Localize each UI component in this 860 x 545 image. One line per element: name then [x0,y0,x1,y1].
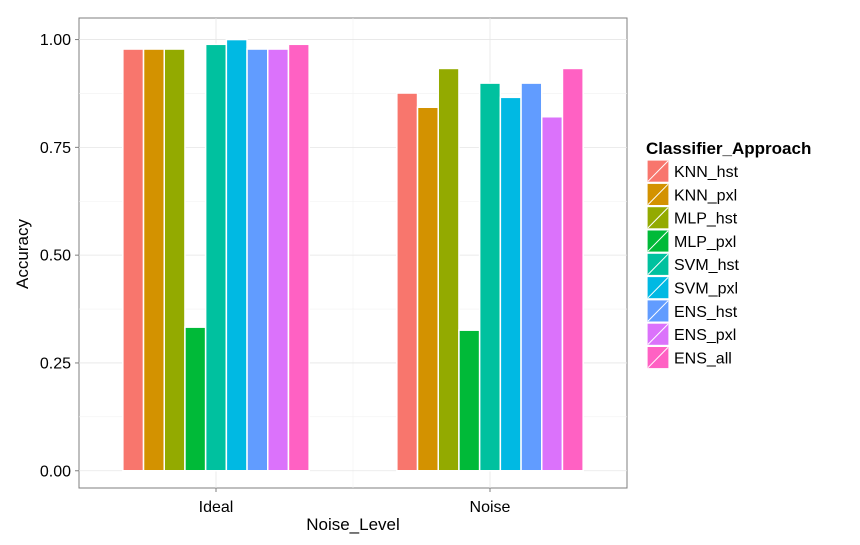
bar-ens-pxl-ideal [267,48,290,472]
bar-knn-hst-ideal [122,48,145,472]
bar-ens-pxl-noise [541,115,564,472]
bar-knn-pxl-ideal [142,48,165,472]
bars [122,38,584,472]
y-tick-label: 1.00 [40,32,71,49]
legend-key-mlp-pxl: MLP_pxl [646,229,736,253]
legend-key-mlp-hst: MLP_hst [646,206,738,230]
legend-label: ENS_all [674,350,732,367]
legend-swatch-slash [647,347,669,369]
y-tick-label: 0.00 [40,463,71,480]
legend-label: ENS_hst [674,304,738,321]
legend: KNN_hst KNN_pxl MLP_hst MLP_pxl SVM_hst SVM_p… [646,159,739,370]
legend-title: Classifier_Approach [646,139,811,158]
legend-swatch-slash [647,183,669,205]
legend-label: MLP_hst [674,211,738,228]
legend-key-svm-hst: SVM_hst [646,252,739,277]
bar-mlp-pxl-ideal [184,326,207,472]
y-tick-label: 0.75 [40,140,71,157]
legend-key-ens-hst: ENS_hst [646,299,738,323]
bar-ens-all-noise [561,67,584,472]
bar-knn-hst-noise [396,92,419,472]
bar-svm-pxl-ideal [225,38,248,472]
legend-key-svm-pxl: SVM_pxl [646,275,738,300]
x-tick-label: Ideal [199,499,234,516]
legend-label: SVM_hst [674,257,739,274]
x-axis-title: Noise_Level [306,515,400,534]
legend-swatch-slash [647,277,669,299]
bar-knn-pxl-noise [416,106,439,472]
bar-svm-hst-noise [478,82,502,472]
legend-swatch-slash [647,160,669,182]
legend-label: ENS_pxl [674,327,736,344]
legend-label: KNN_pxl [674,187,737,204]
legend-key-ens-pxl: ENS_pxl [646,322,736,347]
legend-label: KNN_hst [674,164,739,181]
bar-ens-hst-ideal [246,48,269,472]
x-tick-label: Noise [470,499,511,516]
legend-key-knn-pxl: KNN_pxl [646,182,737,207]
y-tick-label: 0.50 [40,248,71,265]
legend-swatch-slash [647,207,669,229]
bar-svm-pxl-noise [499,96,522,472]
bar-mlp-hst-noise [437,67,460,472]
bar-mlp-hst-ideal [163,48,186,472]
bar-ens-hst-noise [520,82,543,472]
legend-label: MLP_pxl [674,234,736,251]
legend-label: SVM_pxl [674,281,738,298]
legend-swatch-slash [647,323,669,345]
legend-swatch-slash [647,230,669,252]
legend-swatch-slash [647,253,669,275]
legend-key-knn-hst: KNN_hst [646,159,739,183]
bar-mlp-pxl-noise [458,329,481,472]
legend-swatch-slash [647,300,669,322]
x-axis: Ideal Noise [199,488,511,516]
y-axis: 0.00 0.25 0.50 0.75 1.00 [40,32,79,480]
bar-svm-hst-ideal [204,43,228,472]
y-tick-label: 0.25 [40,355,71,372]
y-axis-title: Accuracy [13,219,32,289]
legend-key-ens-all: ENS_all [646,345,732,370]
bar-ens-all-ideal [287,43,310,472]
